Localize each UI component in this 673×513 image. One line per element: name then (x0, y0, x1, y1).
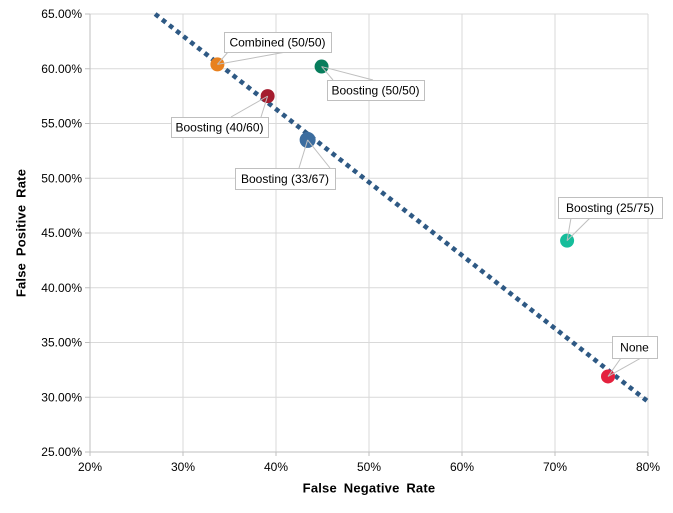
label-leader-line (321, 66, 334, 81)
label-leader-line (260, 95, 269, 118)
x-tick-label: 50% (357, 460, 381, 474)
y-axis-title: False Positive Rate (13, 168, 29, 298)
data-label-box[interactable] (171, 117, 269, 138)
label-leader-line (566, 217, 591, 242)
label-leader-line (321, 66, 374, 81)
y-tick-label: 40.00% (41, 281, 82, 295)
data-label-box[interactable] (224, 32, 332, 53)
y-tick-label: 25.00% (41, 445, 82, 459)
y-tick-label: 65.00% (41, 7, 82, 21)
data-label-text[interactable]: Boosting (25/75) (566, 201, 654, 215)
label-leader-line (607, 357, 642, 377)
label-leader-line (298, 139, 309, 169)
data-label-box[interactable] (558, 197, 663, 219)
y-tick-label: 50.00% (41, 171, 82, 185)
data-label-text[interactable]: Combined (50/50) (229, 36, 325, 50)
x-tick-label: 30% (171, 460, 195, 474)
trendline (153, 12, 650, 404)
data-label-box[interactable] (235, 168, 336, 190)
label-leader-line (566, 217, 572, 241)
data-label-text[interactable]: Boosting (40/60) (175, 121, 263, 135)
label-leader-line (307, 139, 331, 169)
data-label-text[interactable]: Boosting (33/67) (241, 172, 329, 186)
label-leader-line (230, 95, 268, 118)
x-tick-label: 80% (636, 460, 660, 474)
x-tick-label: 40% (264, 460, 288, 474)
label-leader-line (217, 51, 287, 65)
data-label-text[interactable]: Boosting (50/50) (331, 84, 419, 98)
y-tick-label: 35.00% (41, 336, 82, 350)
data-label-box[interactable] (327, 80, 425, 101)
y-tick-label: 45.00% (41, 226, 82, 240)
x-axis-title: False Negative Rate (302, 480, 436, 496)
y-tick-label: 30.00% (41, 390, 82, 404)
y-tick-label: 60.00% (41, 62, 82, 76)
label-leader-line (217, 51, 229, 65)
x-tick-label: 70% (543, 460, 567, 474)
data-label-box[interactable] (612, 336, 658, 359)
x-tick-label: 20% (78, 460, 102, 474)
x-tick-label: 60% (450, 460, 474, 474)
y-tick-label: 55.00% (41, 117, 82, 131)
data-label-text[interactable]: None (620, 341, 649, 355)
label-leader-line (607, 357, 622, 377)
